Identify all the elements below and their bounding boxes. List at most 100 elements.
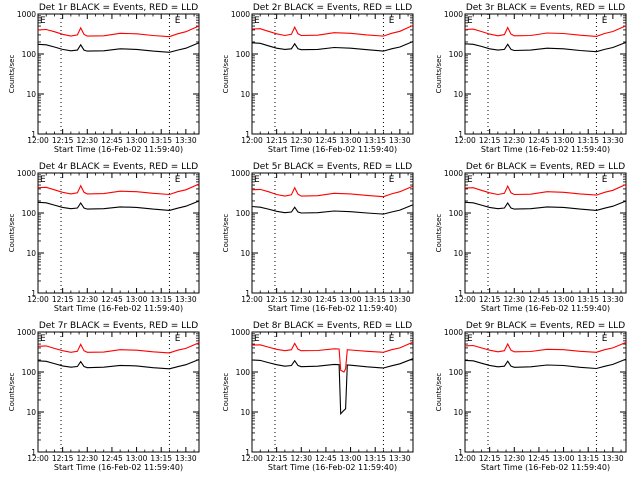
series-line xyxy=(37,342,200,354)
plot-frame xyxy=(37,172,200,294)
y-tick-label: 100 xyxy=(22,50,37,59)
y-tick-label: 1000 xyxy=(444,328,463,337)
chart-title: Det 2r BLACK = Events, RED = LLD xyxy=(253,3,412,13)
x-tick-label: 13:30 xyxy=(602,136,624,145)
chart-title: Det 4r BLACK = Events, RED = LLD xyxy=(39,162,198,172)
y-axis-label: Counts/sec xyxy=(435,55,443,94)
event-label: E xyxy=(40,16,46,26)
x-tick-label: 12:30 xyxy=(76,295,98,304)
event-label: E xyxy=(40,175,46,185)
series-line xyxy=(37,25,200,38)
x-tick-label: 13:30 xyxy=(602,454,624,463)
y-tick-label: 100 xyxy=(236,209,251,218)
y-tick-label: 1000 xyxy=(17,10,36,19)
event-label: E xyxy=(389,16,395,26)
x-tick-label: 12:00 xyxy=(241,295,263,304)
y-tick-label: 1 xyxy=(245,130,250,139)
x-tick-label: 12:00 xyxy=(454,454,476,463)
series-line xyxy=(37,42,200,53)
x-tick-label: 13:00 xyxy=(126,454,148,463)
y-tick-label: 1 xyxy=(31,130,36,139)
x-tick-label: 12:30 xyxy=(290,136,312,145)
x-tick-label: 13:00 xyxy=(126,136,148,145)
series-line xyxy=(464,41,627,53)
y-tick-label: 10 xyxy=(240,249,250,258)
x-tick-label: 12:00 xyxy=(454,136,476,145)
plot-frame xyxy=(37,13,200,135)
x-tick-label: 13:30 xyxy=(389,136,411,145)
y-tick-label: 1 xyxy=(245,289,250,298)
event-label: E xyxy=(254,334,260,344)
y-tick-label: 1 xyxy=(245,448,250,457)
chart-title: Det 9r BLACK = Events, RED = LLD xyxy=(466,321,625,331)
y-tick-label: 1 xyxy=(458,289,463,298)
y-axis-label: Counts/sec xyxy=(435,373,443,412)
series-line xyxy=(251,24,414,37)
y-tick-label: 10 xyxy=(240,408,250,417)
chart-panel: Det 4r BLACK = Events, RED = LLD E E 1 10 100… xyxy=(8,162,200,313)
x-axis-label: Start Time (16-Feb-02 11:59:40) xyxy=(268,145,397,154)
x-tick-label: 13:30 xyxy=(389,454,411,463)
y-tick-label: 1000 xyxy=(231,328,250,337)
series-line xyxy=(464,183,627,196)
x-tick-label: 12:15 xyxy=(52,136,74,145)
series-line xyxy=(464,25,627,37)
x-tick-label: 12:00 xyxy=(27,454,49,463)
y-tick-label: 1000 xyxy=(17,328,36,337)
series-line xyxy=(37,358,200,370)
chart-panel: Det 1r BLACK = Events, RED = LLD E E 1 10 100… xyxy=(8,3,200,154)
y-tick-label: 1000 xyxy=(444,169,463,178)
event-label: E xyxy=(389,175,395,185)
x-tick-label: 13:15 xyxy=(577,136,599,145)
x-tick-label: 12:00 xyxy=(454,295,476,304)
x-tick-label: 12:30 xyxy=(503,454,525,463)
x-axis-label: Start Time (16-Feb-02 11:59:40) xyxy=(481,304,610,313)
y-tick-label: 100 xyxy=(22,209,37,218)
y-tick-label: 100 xyxy=(449,368,464,377)
x-tick-label: 12:15 xyxy=(52,295,74,304)
chart-title: Det 5r BLACK = Events, RED = LLD xyxy=(253,162,412,172)
event-label: E xyxy=(467,175,473,185)
x-axis-label: Start Time (16-Feb-02 11:59:40) xyxy=(481,463,610,472)
x-tick-label: 12:45 xyxy=(315,295,337,304)
x-tick-label: 13:00 xyxy=(126,295,148,304)
series-line xyxy=(464,358,627,370)
y-axis-label: Counts/sec xyxy=(222,55,230,94)
chart-title: Det 6r BLACK = Events, RED = LLD xyxy=(466,162,625,172)
x-tick-label: 12:45 xyxy=(528,136,550,145)
x-tick-label: 12:45 xyxy=(101,295,123,304)
plot-frame xyxy=(464,13,627,135)
event-label: E xyxy=(602,175,608,185)
y-tick-label: 100 xyxy=(449,209,464,218)
x-tick-label: 13:15 xyxy=(150,136,172,145)
event-label: E xyxy=(602,334,608,344)
x-tick-label: 12:45 xyxy=(101,454,123,463)
x-tick-label: 12:45 xyxy=(528,295,550,304)
event-label: E xyxy=(175,16,181,26)
chart-title: Det 3r BLACK = Events, RED = LLD xyxy=(466,3,625,13)
y-axis-label: Counts/sec xyxy=(8,214,16,253)
y-tick-label: 100 xyxy=(236,368,251,377)
y-tick-label: 1 xyxy=(31,448,36,457)
event-label: E xyxy=(602,16,608,26)
plot-frame xyxy=(464,331,627,453)
y-tick-label: 10 xyxy=(453,408,463,417)
x-tick-label: 12:00 xyxy=(241,136,263,145)
y-tick-label: 1000 xyxy=(17,169,36,178)
x-tick-label: 12:15 xyxy=(266,136,288,145)
x-axis-label: Start Time (16-Feb-02 11:59:40) xyxy=(54,463,183,472)
series-line xyxy=(37,183,200,196)
y-axis-label: Counts/sec xyxy=(8,55,16,94)
series-line xyxy=(464,200,627,211)
x-axis-label: Start Time (16-Feb-02 11:59:40) xyxy=(54,145,183,154)
chart-panel: Det 2r BLACK = Events, RED = LLD E E 1 10 100… xyxy=(222,3,414,154)
x-tick-label: 13:00 xyxy=(340,454,362,463)
chart-panel: Det 5r BLACK = Events, RED = LLD E E 1 10 100… xyxy=(222,162,414,313)
x-tick-label: 12:15 xyxy=(479,136,501,145)
series-line xyxy=(251,185,414,198)
x-tick-label: 13:00 xyxy=(553,136,575,145)
y-tick-label: 10 xyxy=(26,90,36,99)
y-tick-label: 1 xyxy=(458,130,463,139)
event-label: E xyxy=(175,334,181,344)
y-tick-label: 100 xyxy=(236,50,251,59)
